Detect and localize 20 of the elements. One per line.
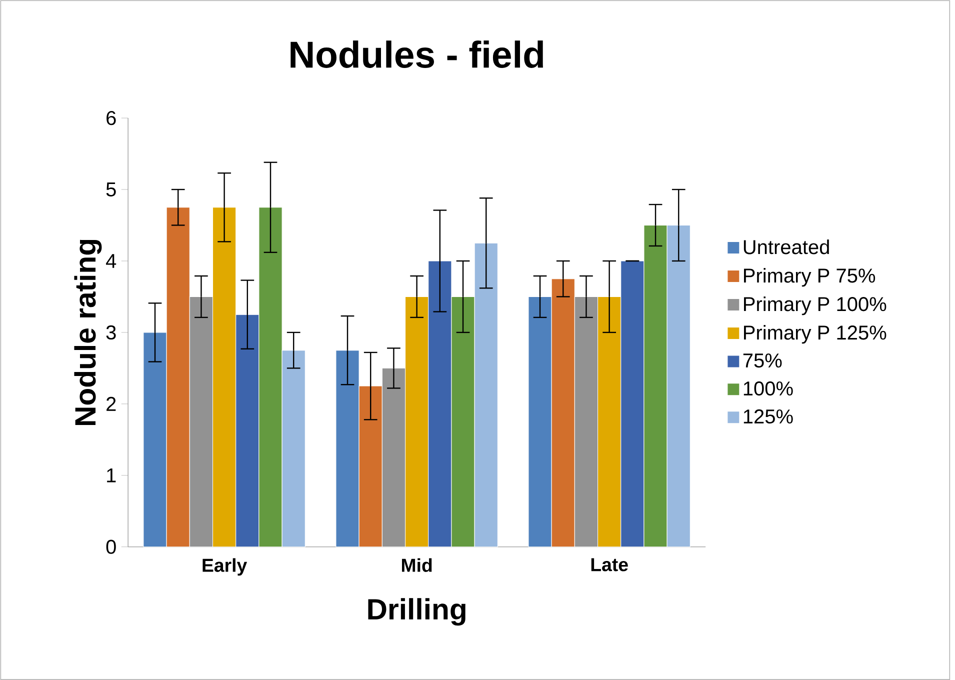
y-tick-label: 0	[106, 540, 116, 554]
x-axis-title: Drilling	[368, 598, 466, 626]
legend-label: 75%	[743, 353, 782, 368]
y-axis-title: Nodule rating	[74, 240, 102, 425]
x-tick-label: Late	[591, 558, 628, 572]
legend-label: Primary P 125%	[744, 324, 886, 344]
y-tick-label: 3	[106, 325, 116, 340]
y-tick-label: 1	[107, 468, 116, 482]
y-tick-label: 5	[106, 182, 116, 196]
x-tick-label: Early	[202, 558, 248, 576]
chart-title: Nodules - field	[290, 40, 543, 68]
legend-label: Untreated	[744, 239, 829, 254]
x-tick-label: Mid	[402, 558, 432, 572]
legend-label: 125%	[744, 409, 793, 424]
y-tick-label: 6	[106, 110, 116, 125]
legend-label: Primary P 75%	[744, 268, 876, 287]
y-tick-label: 4	[106, 254, 116, 268]
legend-label: Primary P 100%	[744, 296, 886, 316]
legend-label: 100%	[744, 381, 793, 396]
y-tick-label: 2	[106, 396, 116, 411]
